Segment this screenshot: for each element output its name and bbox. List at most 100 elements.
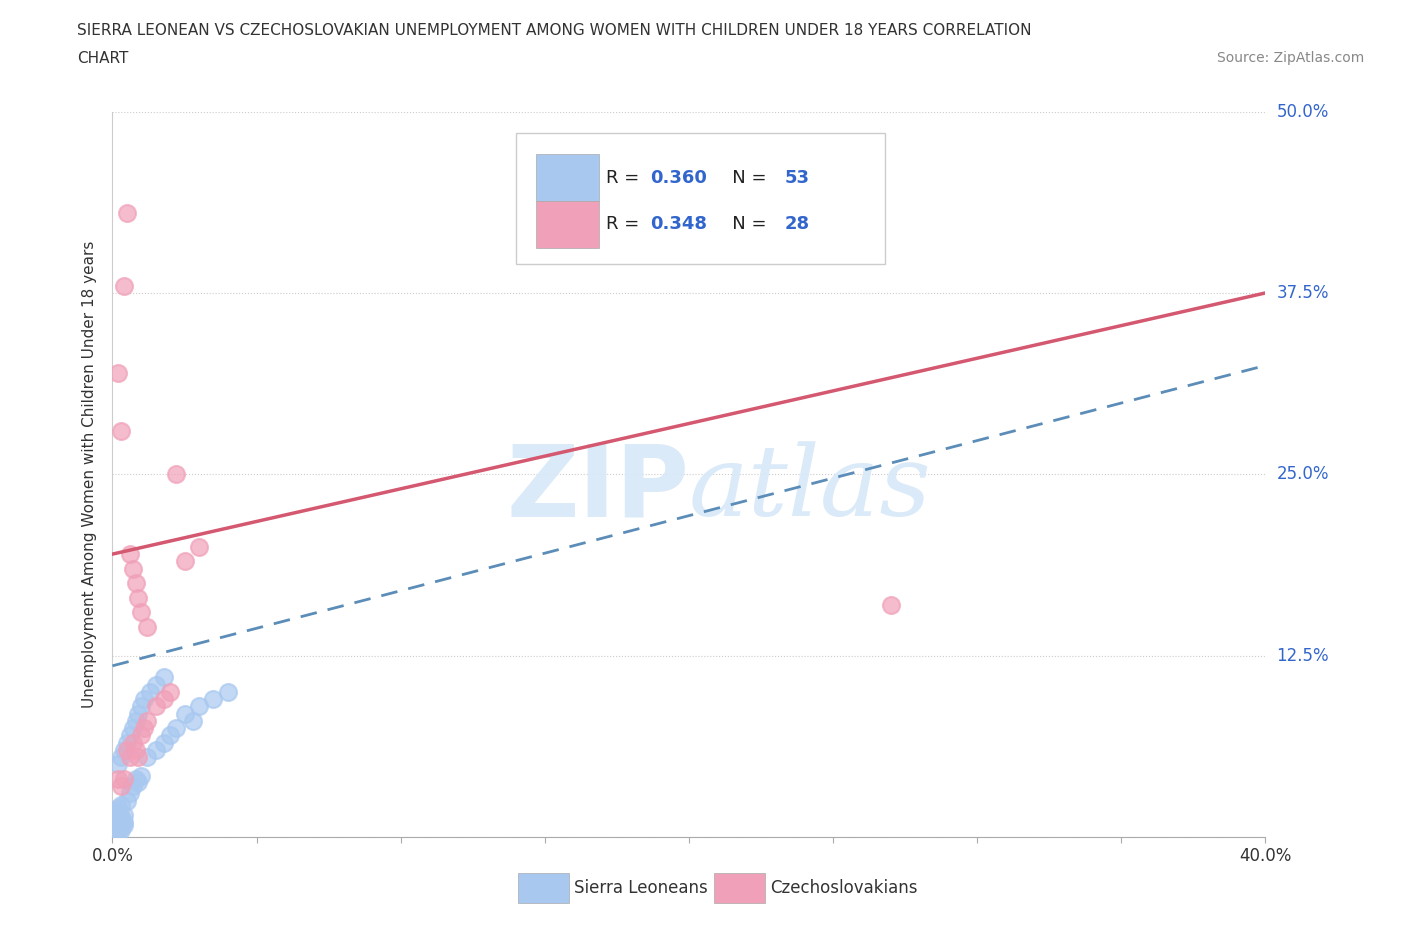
Point [127, 706, 149, 721]
Point [110, 811, 132, 826]
Point [110, 798, 132, 813]
Point [159, 728, 181, 743]
Point [145, 742, 167, 757]
Point [104, 808, 127, 823]
Point [202, 692, 225, 707]
Point [110, 819, 132, 834]
Point [134, 692, 156, 707]
Text: ZIP: ZIP [506, 440, 689, 538]
Text: R =: R = [606, 168, 645, 187]
Point [104, 804, 127, 818]
Point [107, 801, 129, 816]
Point [129, 699, 153, 714]
Point [136, 750, 159, 764]
Point [139, 684, 162, 699]
Text: 0.348: 0.348 [650, 215, 707, 233]
Text: 28: 28 [785, 215, 810, 233]
Text: 25.0%: 25.0% [1277, 465, 1329, 484]
Y-axis label: Unemployment Among Women with Children Under 18 years: Unemployment Among Women with Children U… [82, 241, 97, 708]
FancyBboxPatch shape [536, 201, 599, 247]
Point [104, 815, 127, 830]
Point [124, 742, 146, 757]
Text: 37.5%: 37.5% [1277, 284, 1329, 302]
Point [181, 713, 204, 728]
Point [115, 206, 138, 220]
Text: 0.360: 0.360 [650, 168, 707, 187]
Point [880, 597, 903, 612]
Text: 12.5%: 12.5% [1277, 646, 1329, 665]
Point [107, 819, 129, 834]
Point [153, 670, 176, 684]
Point [118, 750, 141, 764]
Point [121, 736, 143, 751]
Point [118, 547, 141, 562]
Text: 50.0%: 50.0% [1277, 102, 1329, 121]
Text: Source: ZipAtlas.com: Source: ZipAtlas.com [1216, 51, 1364, 65]
Point [134, 721, 156, 736]
Point [121, 778, 143, 793]
Point [115, 742, 138, 757]
Point [121, 561, 143, 576]
Point [104, 822, 127, 837]
Point [110, 822, 132, 837]
Point [112, 815, 135, 830]
Point [136, 619, 159, 634]
Point [127, 591, 149, 605]
Point [129, 768, 153, 783]
Point [112, 772, 135, 787]
Point [136, 713, 159, 728]
Point [145, 677, 167, 692]
Point [188, 699, 211, 714]
Point [104, 814, 127, 829]
Text: Sierra Leoneans: Sierra Leoneans [574, 879, 707, 897]
Point [104, 817, 127, 831]
Point [115, 793, 138, 808]
Point [112, 818, 135, 833]
Point [110, 750, 132, 764]
Text: N =: N = [716, 215, 773, 233]
Text: R =: R = [606, 215, 645, 233]
Point [110, 817, 132, 831]
Point [107, 806, 129, 821]
Point [153, 736, 176, 751]
Point [107, 821, 129, 836]
Text: N =: N = [716, 168, 773, 187]
Point [188, 539, 211, 554]
Point [112, 808, 135, 823]
Point [112, 278, 135, 293]
Text: CHART: CHART [77, 51, 129, 66]
Point [173, 706, 195, 721]
Point [153, 692, 176, 707]
FancyBboxPatch shape [714, 873, 765, 903]
Text: Czechoslovakians: Czechoslovakians [769, 879, 917, 897]
Point [107, 772, 129, 787]
Point [112, 742, 135, 757]
Point [110, 809, 132, 824]
Point [124, 576, 146, 591]
Point [107, 821, 129, 836]
Point [124, 772, 146, 787]
Point [217, 684, 239, 699]
FancyBboxPatch shape [519, 873, 569, 903]
Point [145, 699, 167, 714]
Point [107, 812, 129, 827]
Point [121, 721, 143, 736]
Point [159, 684, 181, 699]
Text: atlas: atlas [689, 441, 932, 537]
Point [173, 554, 195, 569]
Point [118, 728, 141, 743]
Text: SIERRA LEONEAN VS CZECHOSLOVAKIAN UNEMPLOYMENT AMONG WOMEN WITH CHILDREN UNDER 1: SIERRA LEONEAN VS CZECHOSLOVAKIAN UNEMPL… [77, 23, 1032, 38]
Point [107, 824, 129, 839]
Point [107, 757, 129, 772]
Point [165, 721, 187, 736]
Point [115, 736, 138, 751]
FancyBboxPatch shape [536, 154, 599, 201]
Point [165, 467, 187, 482]
Point [110, 423, 132, 438]
Point [107, 818, 129, 833]
Point [124, 713, 146, 728]
FancyBboxPatch shape [516, 133, 884, 264]
Point [127, 750, 149, 764]
Point [118, 786, 141, 801]
Point [107, 365, 129, 380]
